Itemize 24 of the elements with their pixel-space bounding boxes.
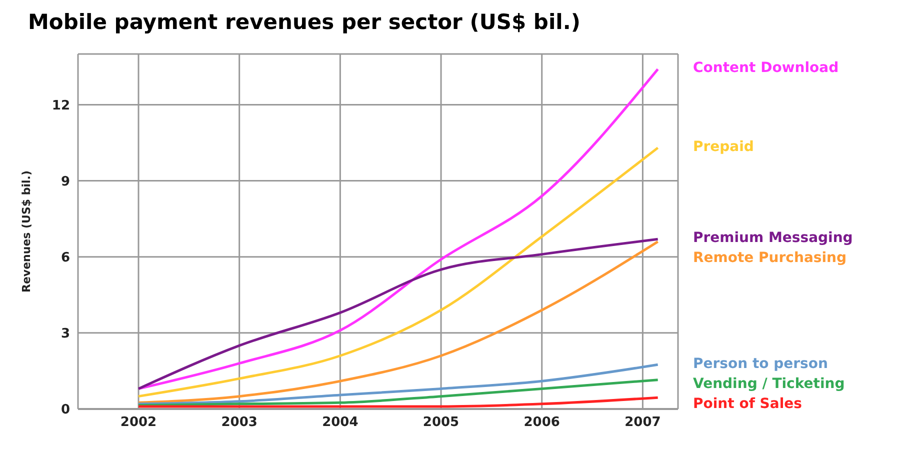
y-tick-label: 0 xyxy=(60,402,70,418)
text: Prepaid xyxy=(693,138,754,155)
line-series xyxy=(137,146,660,398)
x-tick-label: 2006 xyxy=(524,415,560,430)
y-tick-label: 3 xyxy=(60,326,70,342)
y-tick-label: 6 xyxy=(60,250,70,266)
text: Person to person xyxy=(693,356,828,372)
x-tick-label: 2007 xyxy=(624,415,661,430)
line-series xyxy=(137,68,660,390)
x-tick-label: 2005 xyxy=(422,415,460,430)
line-series xyxy=(137,363,660,406)
text: Premium Messaging xyxy=(693,230,853,246)
x-tick-label: 2002 xyxy=(120,415,157,430)
text: Point of Sales xyxy=(693,396,802,412)
text: Content Download xyxy=(693,60,839,76)
chart-title: Mobile payment revenues per sector (US$ bil.) xyxy=(27,9,582,36)
x-tick-label: 2004 xyxy=(322,415,358,430)
y-tick-label: 9 xyxy=(60,174,70,190)
y-axis-title: Revenues (US$ bil.) xyxy=(20,170,33,293)
text: Remote Purchasing xyxy=(693,250,847,266)
x-tick-label: 2003 xyxy=(221,415,258,430)
text: Vending / Ticketing xyxy=(693,376,845,392)
line-series xyxy=(137,378,660,406)
y-tick-label: 12 xyxy=(52,98,70,114)
